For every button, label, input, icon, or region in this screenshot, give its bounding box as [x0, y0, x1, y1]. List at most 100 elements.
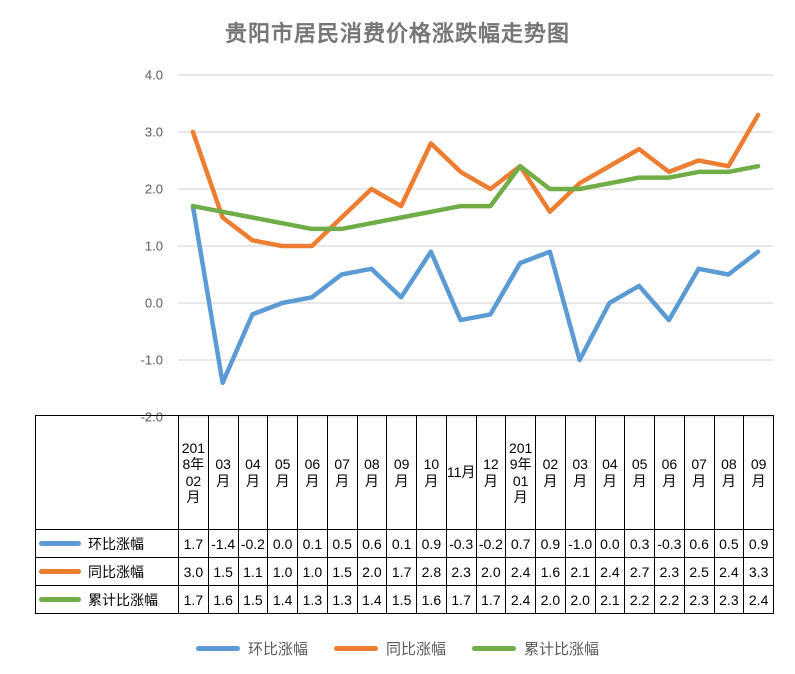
category-header-cell: 02月: [535, 415, 566, 530]
value-cell: 2.4: [505, 585, 536, 614]
value-cell: 1.7: [386, 557, 417, 586]
chart-legend: 环比涨幅 同比涨幅 累计比涨幅: [0, 638, 795, 659]
y-axis-tick-label: 4.0: [145, 68, 163, 83]
category-header-cell: 11月: [445, 415, 477, 530]
value-cell: 2.1: [564, 557, 596, 586]
y-axis-tick-label: 0.0: [145, 296, 163, 311]
category-header-cell: 03月: [564, 415, 596, 530]
value-cell: -1.0: [564, 529, 596, 558]
category-header-cell: 08月: [356, 415, 388, 530]
table-corner-blank: [35, 415, 179, 530]
legend-line-swatch-icon: [333, 646, 378, 651]
legend-line-swatch-icon: [195, 646, 240, 651]
chart-data-table: 2018年02月 03月 04月 05月 06月 07月 08月 09月 10月 11月 12月 20…: [35, 415, 774, 614]
value-cell: 2.2: [654, 585, 685, 614]
value-cell: 0.9: [535, 529, 566, 558]
category-header-cell: 05月: [624, 415, 655, 530]
value-cell: 0.0: [594, 529, 626, 558]
category-header-cell: 04月: [237, 415, 269, 530]
value-cell: -1.4: [207, 529, 239, 558]
legend-line-swatch-icon: [472, 646, 516, 651]
value-cell: 2.3: [445, 557, 477, 586]
value-cell: 2.0: [356, 557, 388, 586]
series-label-cell: 累计比涨幅: [35, 585, 179, 614]
series-line-2: [190, 112, 761, 249]
value-cell: 0.0: [267, 529, 298, 558]
value-cell: 1.5: [207, 557, 239, 586]
value-cell: 0.9: [416, 529, 447, 558]
series-line-3: [190, 163, 761, 232]
table-header-row: 2018年02月 03月 04月 05月 06月 07月 08月 09月 10月 11月 12月 20…: [35, 415, 774, 530]
category-header-cell: 06月: [654, 415, 685, 530]
value-cell: 0.5: [713, 529, 745, 558]
value-cell: 2.1: [594, 585, 626, 614]
value-cell: 2.3: [713, 585, 745, 614]
value-cell: 2.4: [713, 557, 745, 586]
value-cell: 2.5: [683, 557, 715, 586]
series-name-label: 环比涨幅: [88, 535, 144, 552]
value-cell: 2.4: [505, 557, 536, 586]
series-label-cell: 环比涨幅: [35, 529, 179, 558]
value-cell: 1.5: [237, 585, 269, 614]
value-cell: 2.2: [624, 585, 655, 614]
value-cell: 1.6: [207, 585, 239, 614]
legend-label: 累计比涨幅: [524, 641, 600, 658]
series-name-label: 累计比涨幅: [88, 591, 158, 608]
value-cell: 2.8: [416, 557, 447, 586]
series-line-swatch-icon: [39, 569, 81, 574]
value-cell: 0.9: [743, 529, 774, 558]
category-header-cell: 09月: [386, 415, 417, 530]
y-axis-tick-label: 2.0: [145, 182, 163, 197]
value-cell: 2.4: [594, 557, 626, 586]
value-cell: 2.0: [535, 585, 566, 614]
category-header-cell: 12月: [475, 415, 507, 530]
value-cell: 2.3: [654, 557, 685, 586]
legend-item: 同比涨幅: [333, 638, 446, 659]
value-cell: 1.3: [326, 585, 358, 614]
value-cell: 1.0: [297, 557, 328, 586]
value-cell: 1.3: [297, 585, 328, 614]
y-axis-tick-label: 1.0: [145, 239, 163, 254]
value-cell: 3.0: [178, 557, 209, 586]
legend-item: 环比涨幅: [195, 638, 308, 659]
value-cell: 2.0: [564, 585, 596, 614]
category-header-cell: 2018年02月: [178, 415, 209, 530]
category-header-cell: 05月: [267, 415, 298, 530]
value-cell: 1.7: [475, 585, 507, 614]
category-header-cell: 10月: [416, 415, 447, 530]
value-cell: 0.1: [297, 529, 328, 558]
value-cell: -0.2: [237, 529, 269, 558]
category-header-cell: 08月: [713, 415, 745, 530]
series-name-label: 同比涨幅: [88, 563, 144, 580]
category-header-cell: 03月: [207, 415, 239, 530]
value-cell: -0.2: [475, 529, 507, 558]
legend-label: 环比涨幅: [247, 641, 308, 658]
y-axis-tick-label: -1.0: [141, 353, 163, 368]
value-cell: 1.5: [386, 585, 417, 614]
chart-title: 贵阳市居民消费价格涨跌幅走势图: [224, 21, 570, 46]
value-cell: 1.7: [445, 585, 477, 614]
category-header-cell: 07月: [326, 415, 358, 530]
value-cell: 1.4: [356, 585, 388, 614]
value-cell: -0.3: [445, 529, 477, 558]
value-cell: 1.1: [237, 557, 269, 586]
category-header-cell: 2019年01月: [505, 415, 536, 530]
category-header-cell: 09月: [743, 415, 774, 530]
value-cell: 1.7: [178, 585, 209, 614]
value-cell: 2.4: [743, 585, 774, 614]
value-cell: 0.6: [683, 529, 715, 558]
legend-item: 累计比涨幅: [472, 638, 599, 659]
value-cell: 2.7: [624, 557, 655, 586]
value-cell: 0.5: [326, 529, 358, 558]
value-cell: 2.0: [475, 557, 507, 586]
series-line-swatch-icon: [39, 541, 81, 546]
table-row: 环比涨幅 1.7 -1.4 -0.2 0.0 0.1 0.5 0.6 0.1 0.9 -0.3 -0.…: [35, 529, 774, 558]
legend-label: 同比涨幅: [385, 641, 446, 658]
value-cell: 2.3: [683, 585, 715, 614]
value-cell: 0.1: [386, 529, 417, 558]
value-cell: 0.7: [505, 529, 536, 558]
value-cell: 1.4: [267, 585, 298, 614]
table-row: 同比涨幅 3.0 1.5 1.1 1.0 1.0 1.5 2.0 1.7 2.8 2.3 2.0 2.4…: [35, 557, 774, 586]
